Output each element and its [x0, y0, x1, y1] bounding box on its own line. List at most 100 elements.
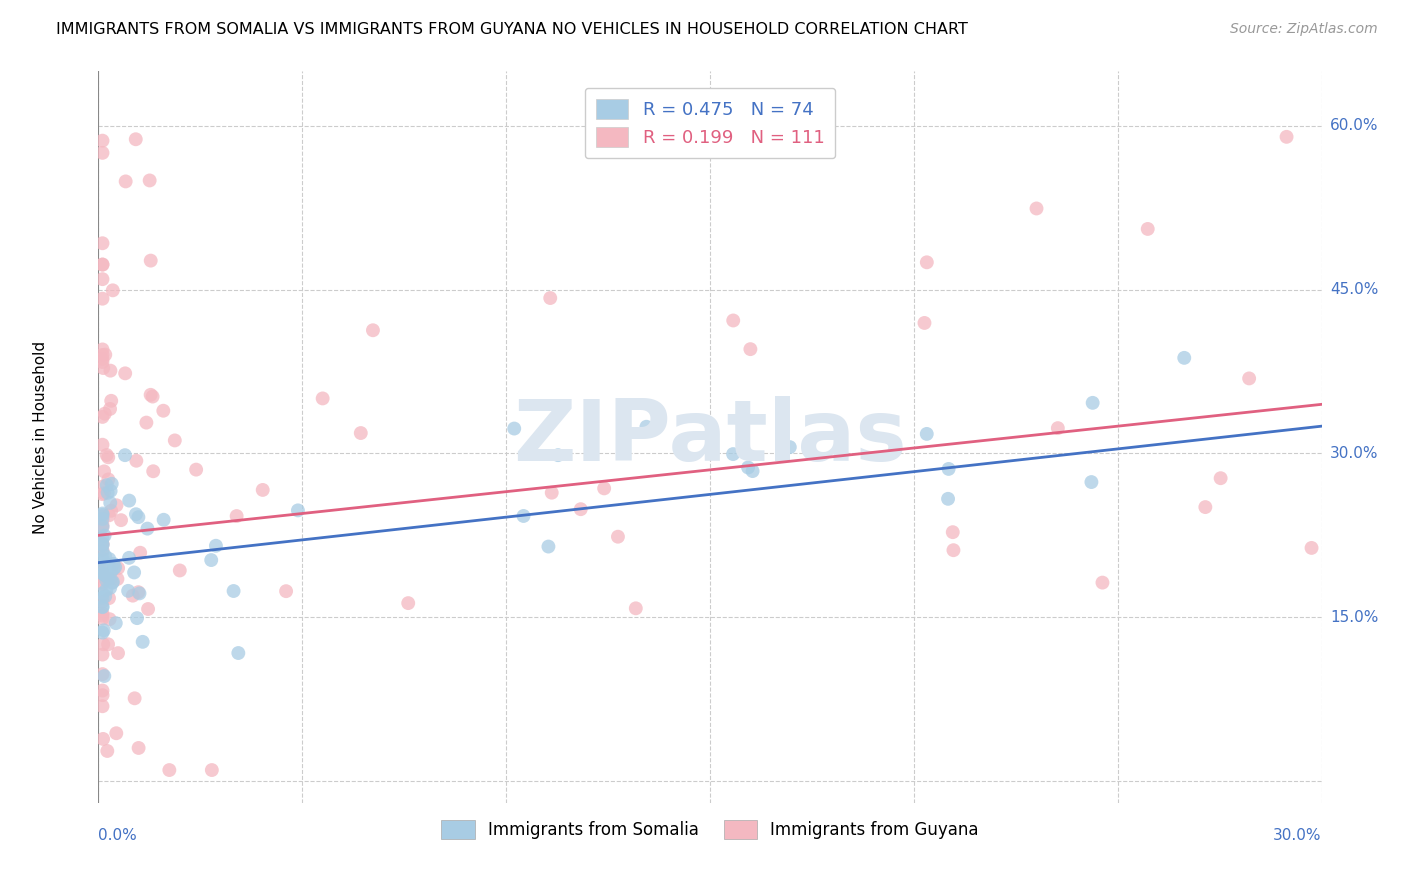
Point	[1046, 421, 1069, 435]
Point	[287, 503, 309, 517]
Point	[91, 508, 114, 522]
Point	[91, 599, 114, 614]
Point	[91, 607, 114, 621]
Point	[97, 450, 120, 465]
Point	[607, 530, 630, 544]
Point	[91, 536, 114, 550]
Point	[361, 323, 384, 337]
Point	[91, 577, 114, 591]
Point	[512, 508, 534, 523]
Text: 30.0%: 30.0%	[1330, 446, 1378, 461]
Point	[96, 478, 118, 492]
Point	[396, 596, 419, 610]
Point	[136, 602, 159, 616]
Point	[91, 480, 114, 494]
Point	[96, 582, 118, 597]
Point	[91, 554, 114, 568]
Point	[114, 448, 136, 462]
Point	[942, 543, 965, 558]
Text: IMMIGRANTS FROM SOMALIA VS IMMIGRANTS FROM GUYANA NO VEHICLES IN HOUSEHOLD CORRE: IMMIGRANTS FROM SOMALIA VS IMMIGRANTS FR…	[56, 22, 969, 37]
Point	[200, 553, 222, 567]
Point	[114, 174, 136, 188]
Point	[138, 173, 160, 187]
Point	[114, 367, 136, 381]
Point	[91, 544, 114, 558]
Point	[721, 313, 744, 327]
Point	[1194, 500, 1216, 514]
Text: 30.0%: 30.0%	[1274, 828, 1322, 843]
Point	[252, 483, 274, 497]
Point	[91, 563, 114, 577]
Point	[142, 390, 165, 404]
Point	[91, 532, 114, 546]
Point	[91, 683, 114, 698]
Point	[110, 513, 132, 527]
Text: 0.0%: 0.0%	[98, 828, 138, 843]
Point	[503, 421, 526, 435]
Point	[740, 342, 762, 356]
Point	[98, 581, 121, 595]
Point	[1025, 202, 1047, 216]
Point	[127, 510, 149, 524]
Point	[125, 454, 148, 468]
Point	[228, 646, 250, 660]
Point	[914, 316, 936, 330]
Point	[128, 741, 150, 756]
Point	[537, 540, 560, 554]
Point	[91, 519, 114, 533]
Point	[103, 561, 125, 575]
Point	[91, 594, 114, 608]
Point	[105, 726, 128, 740]
Point	[1275, 129, 1298, 144]
Point	[91, 517, 114, 532]
Point	[741, 464, 763, 478]
Point	[96, 574, 118, 588]
Point	[117, 583, 139, 598]
Point	[96, 568, 118, 582]
Point	[98, 612, 121, 626]
Point	[91, 625, 114, 640]
Point	[94, 549, 117, 563]
Point	[105, 498, 128, 512]
Point	[91, 507, 114, 521]
Point	[91, 520, 114, 534]
Point	[91, 343, 114, 357]
Point	[136, 522, 159, 536]
Point	[91, 348, 114, 362]
Point	[91, 537, 114, 551]
Text: ZIPatlas: ZIPatlas	[513, 395, 907, 479]
Text: 15.0%: 15.0%	[1330, 610, 1378, 624]
Point	[100, 364, 122, 378]
Point	[186, 462, 208, 476]
Point	[91, 509, 114, 524]
Point	[350, 425, 373, 440]
Point	[593, 482, 616, 496]
Point	[91, 688, 114, 702]
Point	[152, 403, 174, 417]
Point	[97, 508, 120, 523]
Point	[540, 485, 562, 500]
Point	[91, 731, 114, 746]
Point	[152, 513, 174, 527]
Point	[96, 744, 118, 758]
Point	[142, 464, 165, 478]
Point	[103, 557, 125, 571]
Point	[98, 552, 121, 566]
Point	[91, 699, 114, 714]
Point	[91, 487, 114, 501]
Point	[131, 635, 153, 649]
Text: 60.0%: 60.0%	[1330, 119, 1378, 134]
Point	[127, 585, 149, 599]
Point	[91, 600, 114, 615]
Point	[124, 691, 146, 706]
Point	[938, 462, 960, 476]
Point	[91, 512, 114, 526]
Point	[1173, 351, 1195, 365]
Point	[100, 393, 122, 408]
Point	[1301, 541, 1323, 555]
Point	[97, 637, 120, 651]
Text: 45.0%: 45.0%	[1330, 282, 1378, 297]
Point	[936, 491, 959, 506]
Point	[125, 507, 148, 521]
Point	[91, 145, 114, 160]
